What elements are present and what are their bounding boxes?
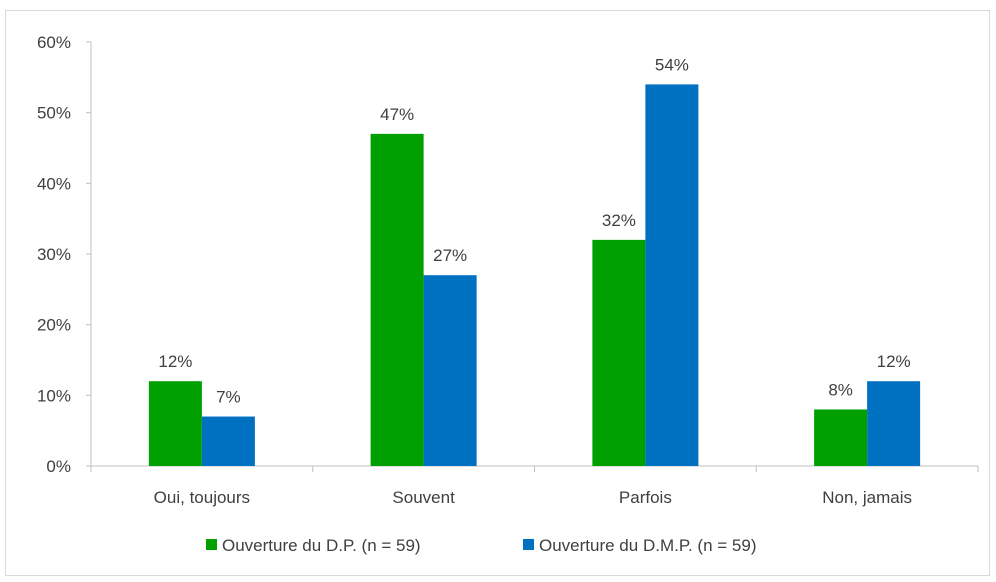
bars (148, 84, 921, 467)
data-label: 8% (828, 380, 853, 399)
data-label: 54% (655, 55, 689, 74)
data-label: 47% (380, 105, 414, 124)
x-category-label: Oui, toujours (154, 488, 250, 507)
y-tick-label: 30% (37, 245, 71, 264)
x-axis: Oui, toujours Souvent Parfois Non, jamais (90, 465, 979, 507)
legend: Ouverture du D.P. (n = 59) Ouverture du D… (206, 536, 756, 555)
y-tick-label: 0% (46, 457, 71, 476)
data-label: 32% (602, 211, 636, 230)
data-labels: 12% 47% 32% 8% 7% 27% 54% 12% (158, 55, 910, 406)
y-tick-label: 50% (37, 104, 71, 123)
bar-dp (592, 239, 646, 466)
data-label: 7% (216, 388, 241, 407)
x-category-label: Parfois (619, 488, 672, 507)
data-label: 27% (433, 246, 467, 265)
bar-dp (814, 409, 868, 466)
bar-dp (370, 133, 424, 466)
y-tick-label: 40% (37, 174, 71, 193)
y-axis: 0% 10% 20% 30% 40% 50% 60% (37, 33, 92, 476)
bar-dmp (201, 416, 255, 466)
data-label: 12% (158, 352, 192, 371)
bar-dmp (645, 84, 699, 467)
bar-dp (148, 381, 202, 466)
legend-label: Ouverture du D.P. (n = 59) (222, 536, 421, 555)
y-tick-label: 60% (37, 33, 71, 52)
y-tick-label: 10% (37, 386, 71, 405)
data-label: 12% (877, 352, 911, 371)
x-category-label: Souvent (392, 488, 455, 507)
x-category-label: Non, jamais (822, 488, 912, 507)
chart-frame (5, 10, 990, 576)
legend-swatch (206, 539, 217, 550)
bar-dmp (423, 275, 477, 466)
legend-label: Ouverture du D.M.P. (n = 59) (539, 536, 756, 555)
legend-swatch (523, 539, 534, 550)
bar-dmp (867, 381, 921, 466)
y-tick-label: 20% (37, 316, 71, 335)
